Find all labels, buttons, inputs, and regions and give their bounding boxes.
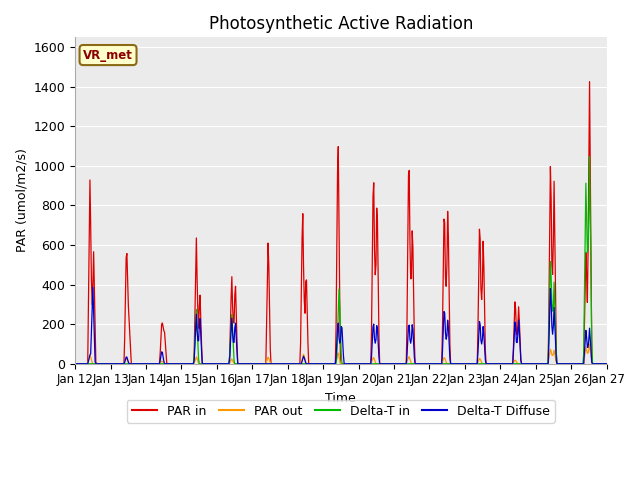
Legend: PAR in, PAR out, Delta-T in, Delta-T Diffuse: PAR in, PAR out, Delta-T in, Delta-T Dif…: [127, 400, 555, 423]
X-axis label: Time: Time: [326, 392, 356, 405]
Title: Photosynthetic Active Radiation: Photosynthetic Active Radiation: [209, 15, 473, 33]
Y-axis label: PAR (umol/m2/s): PAR (umol/m2/s): [15, 149, 28, 252]
Text: VR_met: VR_met: [83, 48, 133, 61]
